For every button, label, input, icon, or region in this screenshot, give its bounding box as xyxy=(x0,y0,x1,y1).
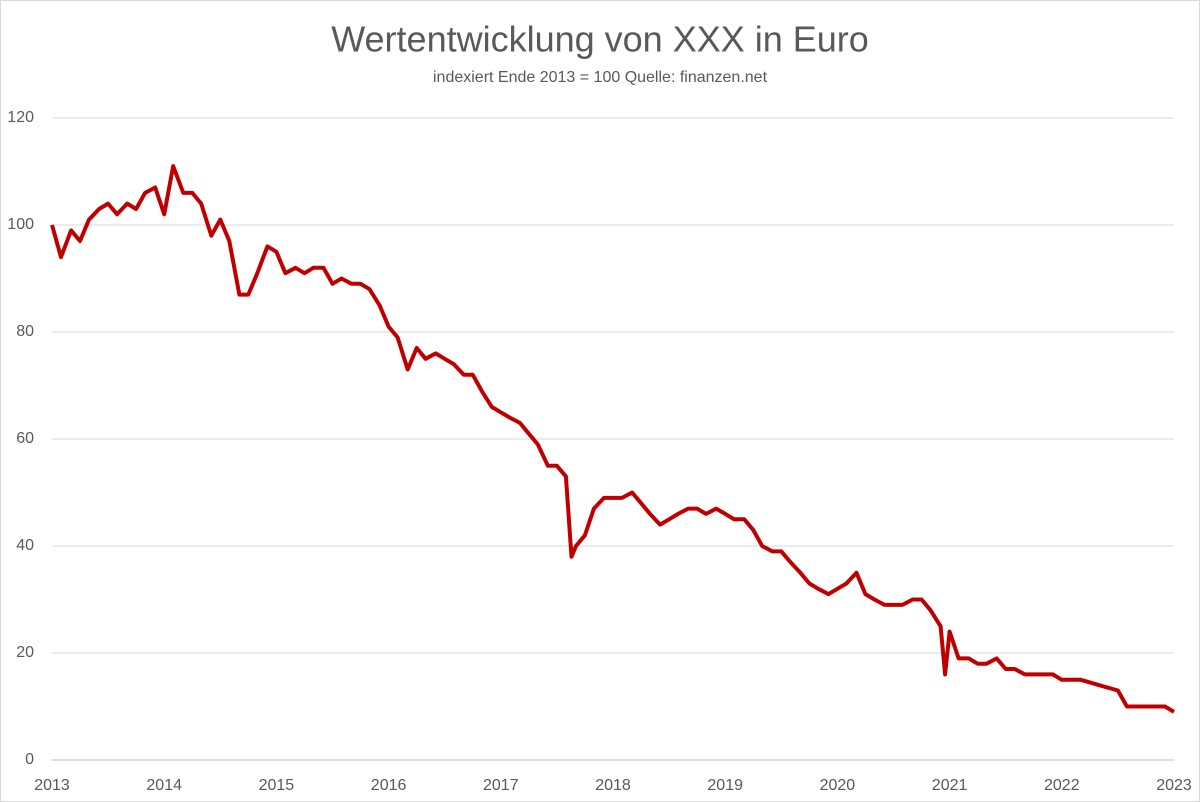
x-tick-label: 2022 xyxy=(1044,777,1080,794)
x-tick-label: 2014 xyxy=(146,777,182,794)
x-tick-label: 2020 xyxy=(820,777,856,794)
y-tick-label: 0 xyxy=(25,751,34,768)
chart-title: Wertentwicklung von XXX in Euro xyxy=(331,19,869,60)
x-tick-label: 2023 xyxy=(1156,777,1192,794)
y-tick-label: 80 xyxy=(16,323,34,340)
data-line xyxy=(50,164,1176,714)
x-tick-label: 2019 xyxy=(707,777,743,794)
y-tick-label: 100 xyxy=(7,216,34,233)
x-tick-label: 2018 xyxy=(595,777,631,794)
x-tick-label: 2016 xyxy=(371,777,407,794)
y-tick-label: 40 xyxy=(16,537,34,554)
y-tick-label: 120 xyxy=(7,109,34,126)
x-tick-label: 2015 xyxy=(259,777,295,794)
y-tick-label: 60 xyxy=(16,430,34,447)
x-tick-label: 2017 xyxy=(483,777,519,794)
chart-subtitle: indexiert Ende 2013 = 100 Quelle: finanz… xyxy=(433,69,768,86)
x-tick-label: 2013 xyxy=(34,777,70,794)
x-tick-label: 2021 xyxy=(932,777,968,794)
y-tick-label: 20 xyxy=(16,644,34,661)
